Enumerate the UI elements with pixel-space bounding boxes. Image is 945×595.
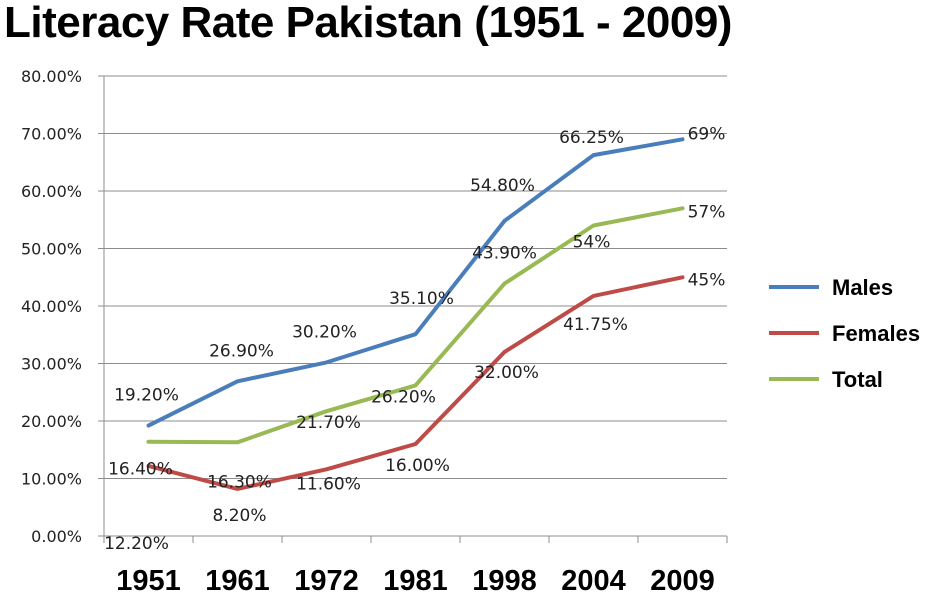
x-tick-label: 1951 [116, 565, 181, 595]
data-label: 66.25% [559, 128, 624, 148]
y-tick-label: 0.00% [31, 527, 82, 546]
chart-title: Literacy Rate Pakistan (1951 - 2009) [4, 0, 732, 47]
legend-label: Total [832, 367, 883, 392]
data-label: 16.40% [108, 460, 173, 480]
x-tick-label: 1981 [383, 565, 448, 595]
y-tick-label: 70.00% [21, 125, 82, 144]
data-label: 32.00% [474, 363, 539, 383]
data-label: 16.30% [207, 472, 272, 492]
legend-label: Males [832, 275, 893, 300]
y-tick-label: 40.00% [21, 297, 82, 316]
data-label: 30.20% [292, 322, 357, 342]
data-label: 11.60% [296, 474, 361, 494]
y-tick-label: 20.00% [21, 412, 82, 431]
data-label: 41.75% [563, 315, 628, 335]
y-tick-label: 10.00% [21, 470, 82, 489]
data-label: 26.90% [209, 341, 274, 361]
data-label: 43.90% [472, 244, 537, 264]
data-label: 8.20% [212, 506, 266, 526]
x-tick-label: 1972 [294, 565, 359, 595]
data-label: 35.10% [389, 289, 454, 309]
x-tick-label: 2009 [650, 565, 715, 595]
y-tick-label: 50.00% [21, 240, 82, 259]
data-label: 26.20% [371, 387, 436, 407]
data-label: 54% [573, 233, 611, 253]
y-tick-label: 60.00% [21, 182, 82, 201]
data-label: 19.20% [114, 386, 179, 406]
series-line-total [146, 206, 685, 445]
x-tick-label: 2004 [561, 565, 626, 595]
data-label: 21.70% [296, 413, 361, 433]
legend-label: Females [832, 321, 920, 346]
x-tick-label: 1998 [472, 565, 537, 595]
series-line-females [146, 275, 685, 491]
data-label: 45% [688, 270, 726, 290]
data-label: 69% [688, 124, 726, 144]
data-label: 16.00% [385, 456, 450, 476]
y-tick-label: 30.00% [21, 355, 82, 374]
data-label: 54.80% [470, 176, 535, 196]
data-label: 57% [688, 202, 726, 222]
y-tick-label: 80.00% [21, 67, 82, 86]
x-tick-label: 1961 [205, 565, 270, 595]
series-line-males [146, 137, 685, 428]
data-label: 12.20% [104, 534, 169, 554]
